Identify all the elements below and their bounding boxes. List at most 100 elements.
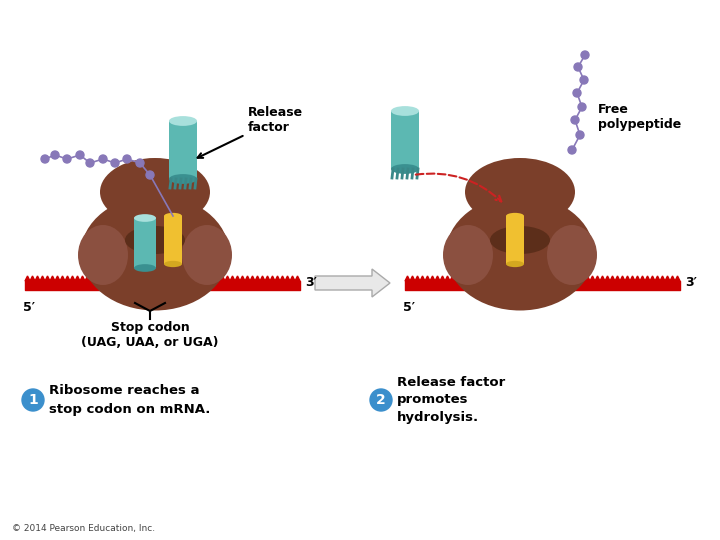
- Polygon shape: [255, 276, 260, 281]
- Ellipse shape: [490, 226, 550, 254]
- Polygon shape: [165, 276, 170, 281]
- Text: 5′: 5′: [403, 301, 415, 314]
- Polygon shape: [445, 276, 450, 281]
- Circle shape: [578, 103, 586, 111]
- Polygon shape: [615, 276, 620, 281]
- Polygon shape: [415, 276, 420, 281]
- Polygon shape: [170, 276, 175, 281]
- Polygon shape: [245, 276, 250, 281]
- Ellipse shape: [169, 174, 197, 184]
- Polygon shape: [100, 276, 105, 281]
- Circle shape: [111, 159, 119, 167]
- Polygon shape: [295, 276, 300, 281]
- Polygon shape: [500, 276, 505, 281]
- Polygon shape: [575, 276, 580, 281]
- Ellipse shape: [182, 225, 232, 285]
- Bar: [506, 216, 524, 264]
- Polygon shape: [215, 276, 220, 281]
- Ellipse shape: [506, 213, 524, 219]
- Circle shape: [574, 63, 582, 71]
- Polygon shape: [420, 276, 425, 281]
- Circle shape: [370, 389, 392, 411]
- Polygon shape: [610, 276, 615, 281]
- Bar: [391, 111, 419, 169]
- Polygon shape: [175, 276, 180, 281]
- Circle shape: [51, 151, 59, 159]
- Polygon shape: [670, 276, 675, 281]
- Circle shape: [86, 159, 94, 167]
- Polygon shape: [285, 276, 290, 281]
- Polygon shape: [110, 276, 115, 281]
- Polygon shape: [570, 276, 575, 281]
- Polygon shape: [75, 276, 80, 281]
- Ellipse shape: [506, 261, 524, 267]
- Polygon shape: [195, 276, 200, 281]
- Polygon shape: [665, 276, 670, 281]
- Ellipse shape: [391, 106, 419, 116]
- Polygon shape: [105, 276, 110, 281]
- Polygon shape: [315, 269, 390, 297]
- Polygon shape: [80, 276, 85, 281]
- Polygon shape: [505, 276, 510, 281]
- Text: Free
polypeptide: Free polypeptide: [598, 103, 681, 131]
- Polygon shape: [555, 276, 560, 281]
- Ellipse shape: [465, 158, 575, 226]
- Polygon shape: [495, 276, 500, 281]
- Polygon shape: [140, 276, 145, 281]
- Ellipse shape: [134, 264, 156, 272]
- Polygon shape: [460, 276, 465, 281]
- Polygon shape: [480, 276, 485, 281]
- Polygon shape: [220, 276, 225, 281]
- Polygon shape: [465, 276, 470, 281]
- Circle shape: [41, 155, 49, 163]
- Polygon shape: [150, 276, 155, 281]
- Polygon shape: [590, 276, 595, 281]
- Polygon shape: [525, 276, 530, 281]
- Polygon shape: [520, 276, 525, 281]
- Polygon shape: [250, 276, 255, 281]
- Polygon shape: [675, 276, 680, 281]
- Polygon shape: [475, 276, 480, 281]
- Polygon shape: [565, 276, 570, 281]
- Polygon shape: [600, 276, 605, 281]
- Polygon shape: [435, 276, 440, 281]
- Polygon shape: [225, 276, 230, 281]
- Ellipse shape: [547, 225, 597, 285]
- Polygon shape: [490, 276, 495, 281]
- Polygon shape: [605, 276, 610, 281]
- Polygon shape: [90, 276, 95, 281]
- Polygon shape: [40, 276, 45, 281]
- Polygon shape: [35, 276, 40, 281]
- Polygon shape: [410, 276, 415, 281]
- Polygon shape: [470, 276, 475, 281]
- Text: Release factor
promotes
hydrolysis.: Release factor promotes hydrolysis.: [397, 375, 505, 424]
- Polygon shape: [210, 276, 215, 281]
- Polygon shape: [190, 276, 195, 281]
- Ellipse shape: [164, 261, 182, 267]
- Polygon shape: [630, 276, 635, 281]
- Polygon shape: [130, 276, 135, 281]
- Text: Stop codon
(UAG, UAA, or UGA): Stop codon (UAG, UAA, or UGA): [81, 321, 219, 349]
- Text: Release
factor: Release factor: [197, 106, 303, 158]
- Polygon shape: [50, 276, 55, 281]
- Bar: [169, 121, 197, 179]
- Polygon shape: [485, 276, 490, 281]
- Polygon shape: [45, 276, 50, 281]
- Circle shape: [146, 171, 154, 179]
- Polygon shape: [620, 276, 625, 281]
- Polygon shape: [635, 276, 640, 281]
- Ellipse shape: [125, 226, 185, 254]
- Ellipse shape: [100, 158, 210, 226]
- Polygon shape: [30, 276, 35, 281]
- Polygon shape: [655, 276, 660, 281]
- Polygon shape: [440, 276, 445, 281]
- Circle shape: [573, 89, 581, 97]
- Polygon shape: [180, 276, 185, 281]
- Polygon shape: [65, 276, 70, 281]
- Circle shape: [136, 159, 144, 167]
- Circle shape: [99, 155, 107, 163]
- Polygon shape: [155, 276, 160, 281]
- Polygon shape: [135, 276, 140, 281]
- Polygon shape: [115, 276, 120, 281]
- Ellipse shape: [78, 225, 128, 285]
